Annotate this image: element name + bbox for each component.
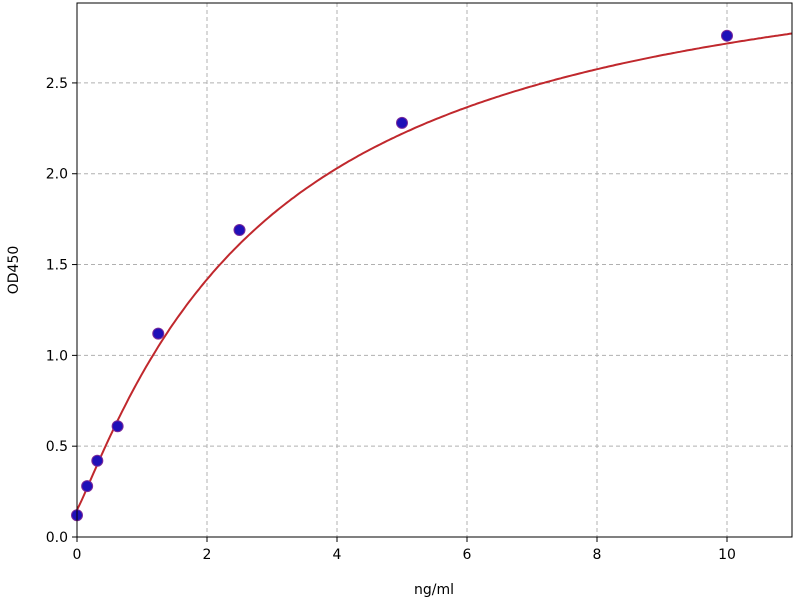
grid bbox=[77, 3, 792, 537]
y-tick-label: 2.0 bbox=[46, 167, 68, 183]
x-tick-label: 0 bbox=[73, 547, 82, 563]
plot-frame bbox=[76, 2, 793, 538]
data-point bbox=[152, 327, 165, 340]
x-tick-label: 10 bbox=[718, 547, 736, 563]
data-point bbox=[721, 29, 733, 42]
y-tick-label: 0.5 bbox=[46, 439, 68, 455]
y-tick-label: 1.5 bbox=[46, 258, 68, 274]
fit-curve bbox=[76, 32, 793, 511]
fit-curve-layer bbox=[76, 32, 793, 511]
x-axis-label: ng/ml bbox=[414, 582, 454, 598]
data-points bbox=[71, 29, 733, 522]
x-ticks: 0 2 4 6 8 10 bbox=[73, 537, 736, 563]
data-point bbox=[81, 480, 94, 493]
data-point bbox=[91, 454, 104, 467]
axes bbox=[76, 2, 793, 538]
data-point bbox=[233, 224, 246, 237]
x-tick-label: 2 bbox=[203, 547, 212, 563]
x-tick-label: 4 bbox=[333, 547, 342, 563]
y-tick-label: 1.0 bbox=[46, 348, 68, 364]
y-tick-label: 0.0 bbox=[46, 530, 68, 546]
data-point bbox=[396, 116, 408, 129]
y-ticks: 0.0 0.5 1.0 1.5 2.0 2.5 bbox=[46, 76, 77, 546]
data-point bbox=[111, 420, 124, 433]
x-tick-label: 8 bbox=[593, 547, 602, 563]
x-tick-label: 6 bbox=[463, 547, 472, 563]
y-axis-label: OD450 bbox=[6, 246, 22, 295]
y-tick-label: 2.5 bbox=[46, 76, 68, 92]
